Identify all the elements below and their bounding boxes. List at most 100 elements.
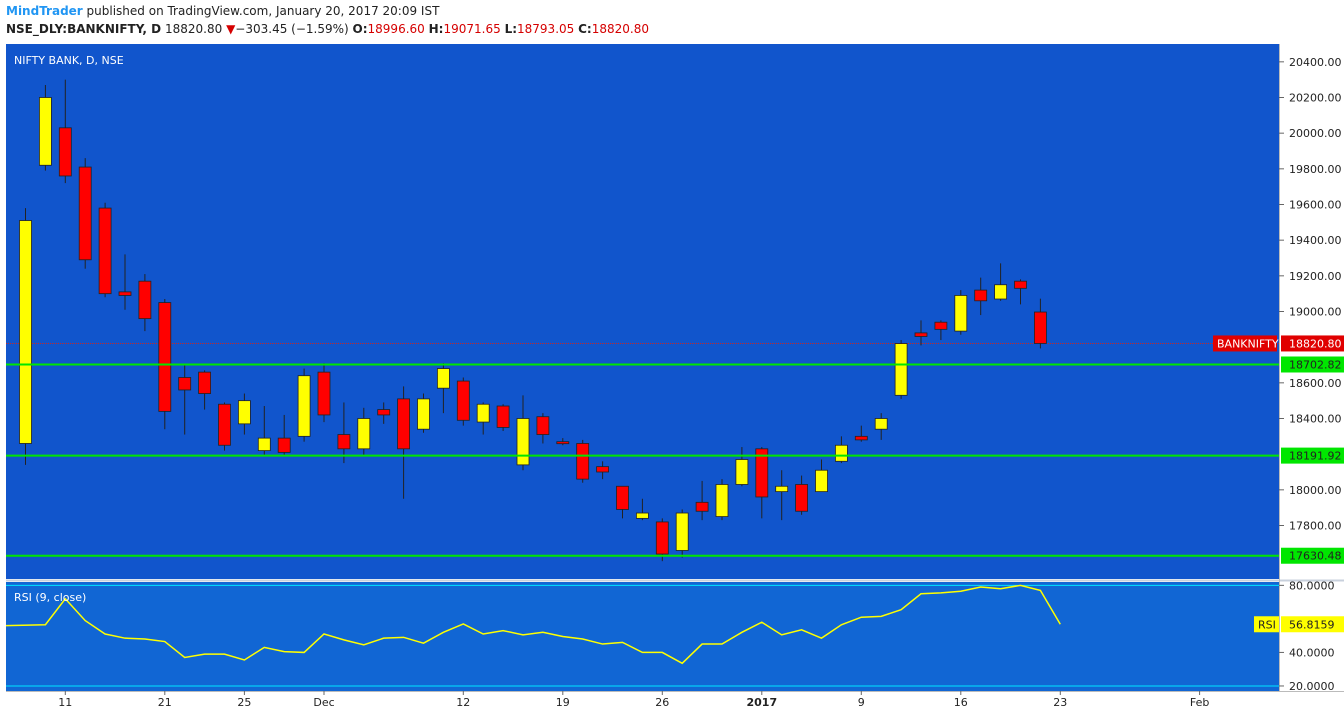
up-candle [39,85,52,171]
candle-body [158,302,172,412]
candle-body [655,521,669,555]
price-change: −303.45 (−1.59%) [235,22,349,36]
price-axis[interactable]: 20400.00 20200.00 20000.00 19800.00 19600.00… [1279,56,1342,533]
down-candle [655,518,669,562]
rsi-axis[interactable]: 80.0000 40.0000 20.0000 [1279,579,1335,693]
down-candle [377,402,391,424]
candle-body [755,448,769,498]
support-level-label: 17630.48 [1289,550,1342,563]
rsi-name-badge [1254,616,1279,633]
candle-body [854,435,868,441]
publish-info: MindTrader published on TradingView.com,… [6,1,1344,21]
candle-body [934,321,948,330]
down-candle [854,425,868,442]
main-pane-background[interactable] [6,44,1279,579]
price-tick-label: 20000.00 [1289,127,1342,140]
candle-body [1014,280,1027,289]
candle-body [576,443,590,480]
rsi-pane-title[interactable]: RSI (9, close) [14,591,86,604]
candle-body [436,368,450,389]
support-levels[interactable]: 18702.82 18191.92 17630.48 [6,356,1344,564]
main-pane-title[interactable]: NIFTY BANK, D, NSE [14,54,124,67]
candle-body [78,166,92,261]
time-tick-label: Feb [1190,696,1209,709]
candle-body [835,444,848,462]
up-candle [297,368,311,442]
time-tick-label: 26 [655,696,669,709]
time-tick-label: 21 [158,696,172,709]
down-arrow-icon: ▼ [226,22,236,36]
candle-body [58,127,72,177]
down-candle [596,461,609,480]
support-level-badge [1281,356,1344,373]
candle-body [297,375,311,437]
support-level-label: 18702.82 [1289,358,1342,371]
rsi-reference-lines [6,584,1279,687]
up-candle [954,290,968,335]
price-tick-label: 19600.00 [1289,199,1342,212]
up-candle [516,395,530,471]
rsi-tick-label: 40.0000 [1289,646,1335,659]
down-candle [78,158,92,269]
up-candle [894,340,908,399]
down-candle [914,320,928,346]
down-candle [974,277,988,316]
down-candle [337,402,351,464]
candle-body [39,97,52,166]
candle-body [237,400,251,425]
rsi-name-label: RSI [1258,618,1276,631]
down-candle [178,365,192,435]
rsi-tick-label: 20.0000 [1289,680,1335,693]
down-candle [1034,298,1047,349]
candle-body [894,343,908,396]
candle-body [118,291,132,296]
down-candle [158,299,172,430]
candle-body [397,398,411,450]
up-candle [815,459,828,493]
down-candle [576,439,590,483]
candle-body [994,284,1007,300]
rsi-line [5,584,1061,665]
support-level-label: 18191.92 [1289,450,1342,463]
time-tick-label: 2017 [746,696,777,709]
down-candle [536,413,550,444]
price-tick-label: 18000.00 [1289,484,1342,497]
candle-body [516,418,530,466]
down-candle [616,485,629,519]
open-label: O: [352,22,368,36]
candle-body [417,398,430,430]
time-tick-label: 11 [58,696,72,709]
up-candle [357,407,371,456]
author-name[interactable]: MindTrader [6,4,83,18]
candle-body [98,207,112,295]
symbol-info: NSE_DLY:BANKNIFTY, D 18820.80 ▼−303.45 (… [6,19,1344,39]
high-label: H: [428,22,444,36]
down-candle [496,404,510,431]
rsi-pane-background[interactable] [6,582,1279,691]
up-candle [636,498,649,521]
rsi-series: RSI 56.8159 [5,584,1344,665]
candle-body [496,405,510,428]
candle-body [715,484,729,517]
down-candle [397,386,411,499]
up-candle [476,402,490,435]
price-tick-label: 19200.00 [1289,270,1342,283]
candle-body [277,437,291,453]
down-candle [1014,279,1027,305]
time-axis[interactable]: 11 21 25 Dec 12 19 26 2017 9 16 23 Feb [58,691,1209,709]
down-candle [317,363,331,423]
candle-body [357,418,371,450]
up-candle [874,413,888,440]
candle-body [1034,311,1047,344]
time-tick-label: 16 [954,696,968,709]
candle-body [974,289,988,302]
candle-body [556,441,570,445]
close-label: C: [578,22,592,36]
up-candle [675,509,689,558]
symbol-name-badge-label: BANKNIFTY [1217,337,1279,350]
time-tick-label: 23 [1053,696,1067,709]
down-candle [755,447,769,519]
down-candle [934,320,948,341]
up-candle [436,363,450,414]
